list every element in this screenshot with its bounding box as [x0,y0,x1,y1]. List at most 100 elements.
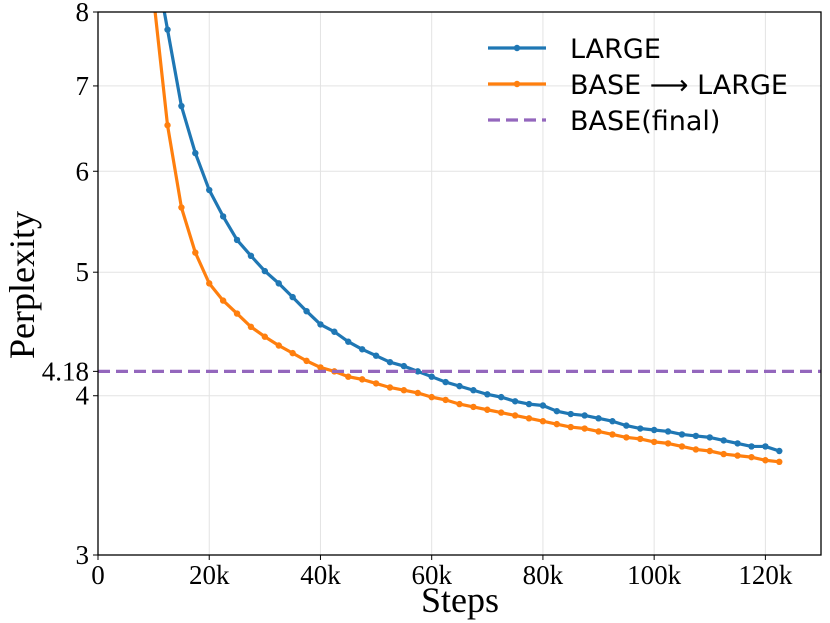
data-point-large [567,410,574,418]
data-point-large [553,407,561,415]
data-point-base-large [358,376,366,383]
data-point-large [303,307,310,315]
data-point-large [595,415,602,422]
data-point-base-large [567,423,574,431]
x-tick-label: 20k [189,560,230,590]
data-point-base-large [484,406,491,413]
legend-label-large: LARGE [570,34,661,65]
data-point-base-large [414,389,421,397]
data-point-large [637,425,644,432]
data-point-large [164,26,171,33]
data-point-large [358,346,366,353]
data-point-base-large [734,452,741,459]
data-point-base-large [303,357,310,365]
data-point-large [206,186,213,194]
data-point-large [289,293,296,301]
series-line-large [162,12,781,453]
data-point-large [498,393,505,401]
data-point-base-large [609,431,616,438]
data-point-base-large [553,420,561,428]
data-point-large [623,422,630,429]
y-tick-label: 8 [76,0,90,27]
annotations: 4.18 [42,356,98,386]
data-point-large [539,402,547,409]
data-point-base-large [498,409,505,416]
x-tick-label: 60k [411,560,452,590]
data-point-base-large [345,373,352,380]
data-point-base-large [692,446,700,453]
y-tick-label: 7 [76,71,90,101]
data-point-base-large [400,387,408,394]
data-point-base-large [219,297,227,304]
data-point-large [706,434,713,441]
data-point-large [233,236,241,244]
data-point-base-large [762,457,769,464]
data-point-large [609,418,616,425]
x-tick-label: 40k [300,560,341,590]
data-point-large [470,387,477,394]
data-point-large [275,280,282,287]
data-point-base-large [511,412,519,419]
data-point-base-large [539,418,547,425]
series-layer [98,0,821,466]
legend-label-base-large: BASE ⟶ LARGE [570,70,788,101]
data-point-base-large [206,280,213,287]
data-point-large [650,426,658,434]
data-point-large [776,447,783,455]
data-point-base-large [317,364,324,371]
data-point-base-large [386,384,394,391]
data-point-base-large [442,396,449,404]
data-point-large [456,382,463,390]
series-line-base-large [153,12,781,464]
x-tick-label: 0 [91,560,105,590]
data-point-large [692,432,700,440]
data-point-large [247,252,255,260]
plot-frame [97,11,822,556]
data-point-base-large [776,458,783,466]
data-point-base-large [678,443,686,450]
data-point-large [484,391,491,398]
data-point-base-large [289,349,296,357]
y-tick-label: 4 [76,381,90,411]
data-point-large [734,440,741,447]
axis-ticks: 0 20k 40k 60k 80k 100k 120k 3 4 5 6 7 8 [76,0,793,590]
y-tick-label: 5 [76,257,90,287]
data-point-base-large [261,333,269,340]
data-point-base-large [650,438,658,446]
data-point-large [511,398,519,405]
data-point-base-large [456,400,463,408]
data-point-large [720,437,727,444]
data-point-large [525,400,533,408]
data-point-large [372,352,380,359]
x-tick-label: 100k [627,560,682,590]
data-point-base-large [637,435,644,443]
legend: LARGE BASE ⟶ LARGE BASE(final) [488,34,788,137]
data-point-base-large [581,425,588,432]
y-axis-title: Perplexity [2,211,42,359]
data-point-large [748,443,755,450]
data-point-large [762,443,769,450]
data-point-large [192,149,199,157]
data-point-large [261,267,269,275]
data-point-large [331,328,338,335]
data-point-large [664,428,672,435]
data-point-large [178,102,185,110]
y-tick-label: 6 [76,156,90,186]
data-point-large [317,321,324,328]
annotation-label: 4.18 [42,356,89,386]
data-point-large [442,378,449,386]
data-point-large [678,431,686,438]
data-point-base-large [164,122,171,129]
data-point-base-large [428,393,435,401]
data-point-large [400,362,408,370]
data-point-base-large [706,447,713,455]
data-point-base-large [192,249,199,256]
legend-marker-large [513,44,521,52]
data-point-base-large [372,380,380,387]
data-point-base-large [247,323,255,331]
data-point-base-large [150,0,156,2]
legend-label-base-final: BASE(final) [570,106,720,137]
x-tick-label: 120k [738,560,793,590]
data-point-base-large [233,310,241,317]
